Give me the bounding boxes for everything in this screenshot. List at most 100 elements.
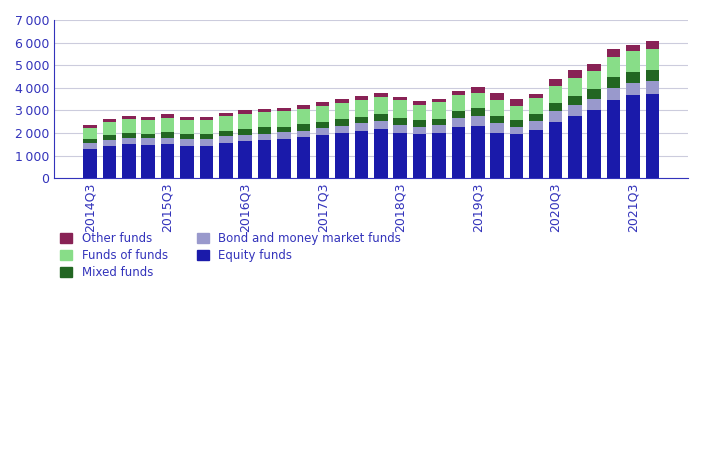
Bar: [394, 133, 407, 178]
Bar: [645, 81, 659, 94]
Bar: [161, 132, 174, 138]
Bar: [103, 146, 116, 178]
Bar: [588, 89, 601, 99]
Bar: [258, 112, 271, 128]
Bar: [491, 93, 504, 100]
Bar: [471, 126, 484, 178]
Bar: [645, 41, 659, 49]
Bar: [374, 114, 387, 121]
Bar: [277, 127, 291, 132]
Bar: [548, 86, 562, 102]
Bar: [626, 95, 640, 178]
Bar: [607, 100, 621, 178]
Bar: [103, 135, 116, 140]
Bar: [277, 111, 291, 127]
Bar: [510, 106, 524, 120]
Bar: [645, 49, 659, 70]
Bar: [335, 126, 349, 133]
Bar: [103, 119, 116, 122]
Bar: [588, 99, 601, 110]
Bar: [588, 110, 601, 178]
Bar: [529, 98, 543, 114]
Bar: [471, 92, 484, 109]
Bar: [238, 110, 252, 114]
Bar: [607, 57, 621, 77]
Bar: [588, 71, 601, 89]
Bar: [471, 116, 484, 126]
Bar: [161, 114, 174, 118]
Bar: [219, 131, 233, 136]
Bar: [122, 133, 136, 138]
Bar: [83, 150, 97, 178]
Bar: [355, 97, 368, 100]
Bar: [645, 94, 659, 178]
Bar: [122, 145, 136, 178]
Bar: [83, 125, 97, 128]
Bar: [451, 118, 465, 128]
Bar: [471, 87, 484, 92]
Bar: [394, 97, 407, 101]
Bar: [180, 120, 194, 134]
Bar: [510, 127, 524, 134]
Bar: [529, 94, 543, 98]
Bar: [200, 145, 213, 178]
Bar: [161, 138, 174, 145]
Bar: [394, 118, 407, 125]
Bar: [180, 134, 194, 139]
Bar: [316, 135, 330, 178]
Bar: [219, 113, 233, 116]
Bar: [141, 138, 155, 145]
Bar: [122, 116, 136, 119]
Bar: [568, 70, 581, 79]
Bar: [568, 79, 581, 96]
Bar: [413, 105, 427, 120]
Bar: [548, 111, 562, 122]
Bar: [510, 99, 524, 106]
Bar: [297, 105, 310, 109]
Bar: [413, 127, 427, 134]
Bar: [258, 109, 271, 112]
Bar: [258, 141, 271, 178]
Bar: [529, 121, 543, 130]
Bar: [568, 116, 581, 178]
Bar: [529, 114, 543, 121]
Bar: [491, 116, 504, 123]
Bar: [200, 134, 213, 139]
Bar: [607, 88, 621, 100]
Bar: [238, 141, 252, 178]
Bar: [529, 130, 543, 178]
Bar: [626, 83, 640, 95]
Bar: [141, 145, 155, 178]
Bar: [374, 128, 387, 178]
Bar: [355, 131, 368, 178]
Bar: [374, 97, 387, 114]
Bar: [607, 49, 621, 57]
Bar: [451, 91, 465, 95]
Bar: [451, 111, 465, 118]
Bar: [141, 117, 155, 120]
Bar: [588, 64, 601, 71]
Bar: [103, 140, 116, 146]
Bar: [219, 136, 233, 143]
Bar: [277, 132, 291, 139]
Bar: [180, 139, 194, 145]
Bar: [335, 103, 349, 119]
Bar: [645, 70, 659, 81]
Legend: Other funds, Funds of funds, Mixed funds, Bond and money market funds, Equity fu: Other funds, Funds of funds, Mixed funds…: [60, 232, 401, 279]
Bar: [491, 100, 504, 116]
Bar: [335, 119, 349, 126]
Bar: [432, 125, 446, 133]
Bar: [432, 99, 446, 102]
Bar: [432, 133, 446, 178]
Bar: [451, 128, 465, 178]
Bar: [297, 109, 310, 124]
Bar: [83, 143, 97, 150]
Bar: [297, 124, 310, 131]
Bar: [238, 135, 252, 141]
Bar: [316, 128, 330, 135]
Bar: [238, 114, 252, 129]
Bar: [297, 131, 310, 137]
Bar: [316, 106, 330, 122]
Bar: [510, 134, 524, 178]
Bar: [83, 139, 97, 143]
